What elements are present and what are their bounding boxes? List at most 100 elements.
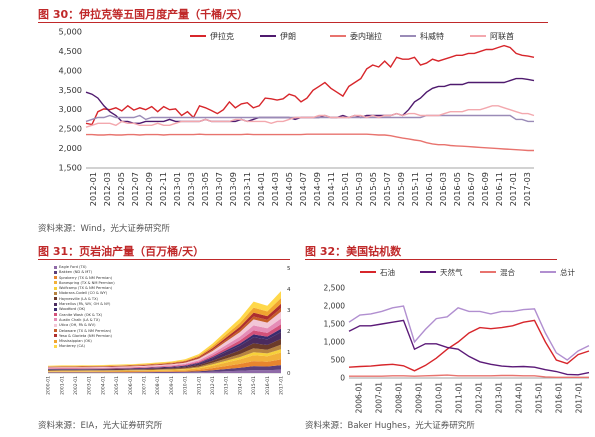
legend-label: Yeso & Glorieta (NM Permian): [59, 333, 112, 338]
series-line-3: [85, 114, 534, 123]
fig31-source: 资料来源：EIA，光大证券研究所: [38, 421, 163, 431]
legend-swatch: [54, 339, 57, 343]
fig31-title-text: 页岩油产量（百万桶/天）: [79, 245, 205, 258]
x-tick-label: 2011-01: [196, 376, 202, 395]
y-tick-label: 3: [287, 308, 291, 314]
x-tick-label: 2012-11: [158, 172, 168, 206]
x-tick-label: 2013-01: [172, 172, 182, 206]
legend-label: Spraberry (TX & NM Permian): [59, 275, 113, 280]
x-tick-label: 2014-05: [284, 172, 294, 206]
legend-item: Haynesville (LA & TX): [54, 297, 115, 302]
legend-item: Wolfcamp (TX & NM Permian): [54, 286, 115, 291]
fig30-rule: [38, 22, 548, 23]
x-tick-label: 2002-01: [73, 376, 79, 395]
area-layer-1: [48, 365, 281, 373]
y-tick-label: 2,500: [324, 284, 346, 293]
x-tick-label: 2014-11: [326, 172, 336, 206]
series-line-1: [85, 77, 535, 125]
fig31-title: 图 31：页岩油产量（百万桶/天）: [38, 243, 204, 259]
x-tick-label: 2016-01: [555, 382, 564, 414]
legend-swatch: [54, 323, 57, 327]
legend-label: Eagle Ford (TX): [59, 265, 87, 269]
x-tick-label: 2015-01: [251, 376, 257, 395]
x-tick-label: 2012-01: [88, 172, 98, 206]
y-tick-label: 5: [287, 266, 291, 272]
legend-label: Austin Chalk (LA & TX): [59, 317, 100, 322]
legend-label: 委内瑞拉: [350, 31, 382, 41]
y-tick-label: 2,500: [59, 124, 82, 134]
y-tick-label: 1: [287, 350, 291, 356]
x-tick-label: 2011-01: [455, 382, 464, 414]
y-tick-label: 4,500: [59, 46, 82, 56]
x-tick-label: 2016-01: [424, 172, 434, 206]
fig32-title: 图 32：美国钻机数: [305, 243, 401, 259]
legend-item: Mississippian (OK): [54, 339, 115, 344]
x-tick-label: 2014-01: [237, 376, 243, 395]
legend-label: 科威特: [420, 31, 444, 41]
legend-item: Niobrara-Codell (CO & WY): [54, 291, 115, 296]
x-tick-label: 2007-01: [375, 382, 384, 414]
fig31-rule: [38, 259, 290, 260]
fig32-chart: 0 500 1,000 1,500 2,000 2,500 2006-01 2007-01 20…: [324, 267, 590, 414]
y-tick-label: 1,500: [324, 320, 346, 329]
x-tick-label: 2008-01: [155, 376, 161, 395]
y-tick-label: 1,000: [324, 338, 346, 347]
legend-swatch: [54, 318, 57, 322]
x-tick-label: 2012-07: [130, 172, 140, 206]
y-tick-label: 5,000: [59, 27, 82, 37]
x-tick-label: 2013-03: [186, 172, 196, 206]
legend-label: Monterey (CA): [59, 344, 85, 349]
legend-swatch: [54, 265, 57, 269]
legend-swatch: [54, 329, 57, 333]
series-line-4: [85, 105, 535, 128]
x-tick-label: 2014-01: [515, 382, 524, 414]
legend-item: Bonespring (TX & NM Permian): [54, 281, 115, 286]
legend-swatch: [54, 270, 57, 274]
fig30-title-text: 伊拉克等五国月度产量（千桶/天）: [79, 8, 249, 21]
x-tick-label: 2015-01: [340, 172, 350, 206]
y-tick-label: 4: [287, 287, 291, 293]
series-line-2: [349, 374, 589, 379]
legend-item: Yeso & Glorieta (NM Permian): [54, 334, 115, 339]
y-tick-label: 4,000: [59, 65, 82, 75]
x-tick-label: 2013-01: [495, 382, 504, 414]
fig30-label: 图 30：: [38, 8, 80, 21]
x-tick-label: 2012-01: [210, 376, 216, 395]
x-tick-label: 2012-01: [475, 382, 484, 414]
series-line-1: [348, 319, 590, 376]
legend-label: 混合: [500, 267, 515, 277]
x-tick-label: 2003-01: [87, 376, 93, 395]
x-tick-label: 2001-01: [59, 376, 65, 395]
legend-label: Marcellus (PA, WV, OH & NY): [59, 302, 111, 307]
legend-label: 石油: [380, 267, 395, 277]
x-tick-label: 2015-05: [368, 172, 378, 206]
legend-swatch: [54, 291, 57, 295]
series-line-0: [348, 319, 590, 372]
legend-item: Eagle Ford (TX): [54, 265, 115, 270]
x-tick-label: 2012-05: [116, 172, 126, 206]
legend-swatch: [54, 313, 57, 317]
legend-label: Mississippian (OK): [59, 339, 92, 344]
legend-label: Delaware (TX & NM Permian): [59, 328, 112, 333]
x-tick-label: 2014-07: [298, 172, 308, 206]
fig30-source: 资料来源：Wind，光大证券研究所: [38, 224, 170, 234]
series-line-3: [348, 305, 590, 361]
x-tick-label: 2015-01: [535, 382, 544, 414]
legend-swatch: [54, 297, 57, 301]
y-tick-label: 0: [340, 374, 345, 383]
x-tick-label: 2017-01: [575, 382, 584, 414]
legend-swatch: [54, 344, 57, 348]
legend-item: Woodford (OK): [54, 307, 115, 312]
x-tick-label: 2006-01: [355, 382, 364, 414]
legend-swatch: [54, 302, 57, 306]
x-tick-label: 2016-11: [494, 172, 504, 206]
area-layer-2: [48, 359, 281, 373]
legend-item: Spraberry (TX & NM Permian): [54, 276, 115, 281]
fig30-chart: 1,500 2,000 2,500 3,000 3,500 4,000 4,500 5,000…: [59, 27, 535, 206]
x-tick-label: 2015-07: [382, 172, 392, 206]
area-layer-7: [48, 332, 281, 370]
x-tick-label: 2016-01: [265, 376, 271, 395]
legend-label: Woodford (OK): [59, 307, 86, 312]
y-tick-label: 0: [287, 371, 291, 377]
legend-item: Granite Wash (OK & TX): [54, 313, 115, 318]
